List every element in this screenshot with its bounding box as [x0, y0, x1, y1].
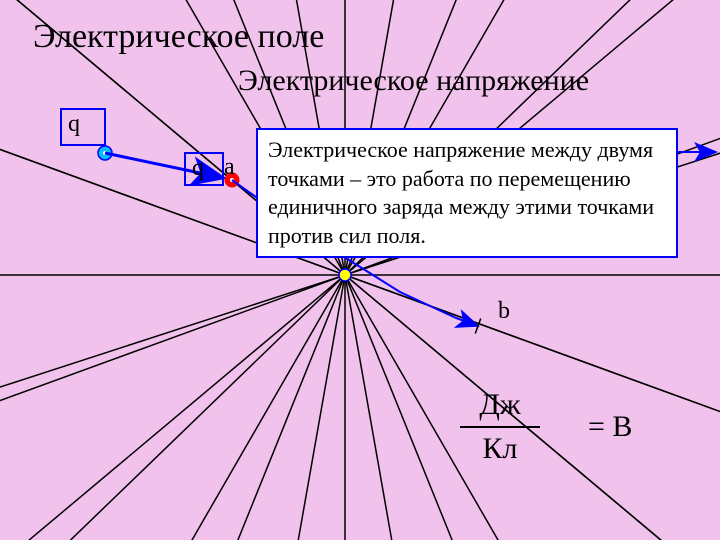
fraction-numerator: Дж [460, 388, 540, 422]
equals-volt: = В [588, 410, 632, 444]
page-title: Электрическое поле [33, 18, 324, 56]
charge-at-a-label: q [184, 152, 224, 186]
point-b-label: b [498, 298, 510, 325]
fraction-line [460, 426, 540, 428]
definition-box: Электрическое напряжение между двумя точ… [256, 128, 678, 258]
page-subtitle: Электрическое напряжение [238, 64, 589, 98]
charge-symbol-box: q [60, 108, 106, 146]
fraction-denominator: Кл [460, 432, 540, 466]
point-a-label: a [224, 154, 235, 181]
unit-fraction: Дж Кл [460, 388, 540, 466]
diagram-canvas: Электрическое поле Электрическое напряже… [0, 0, 720, 540]
